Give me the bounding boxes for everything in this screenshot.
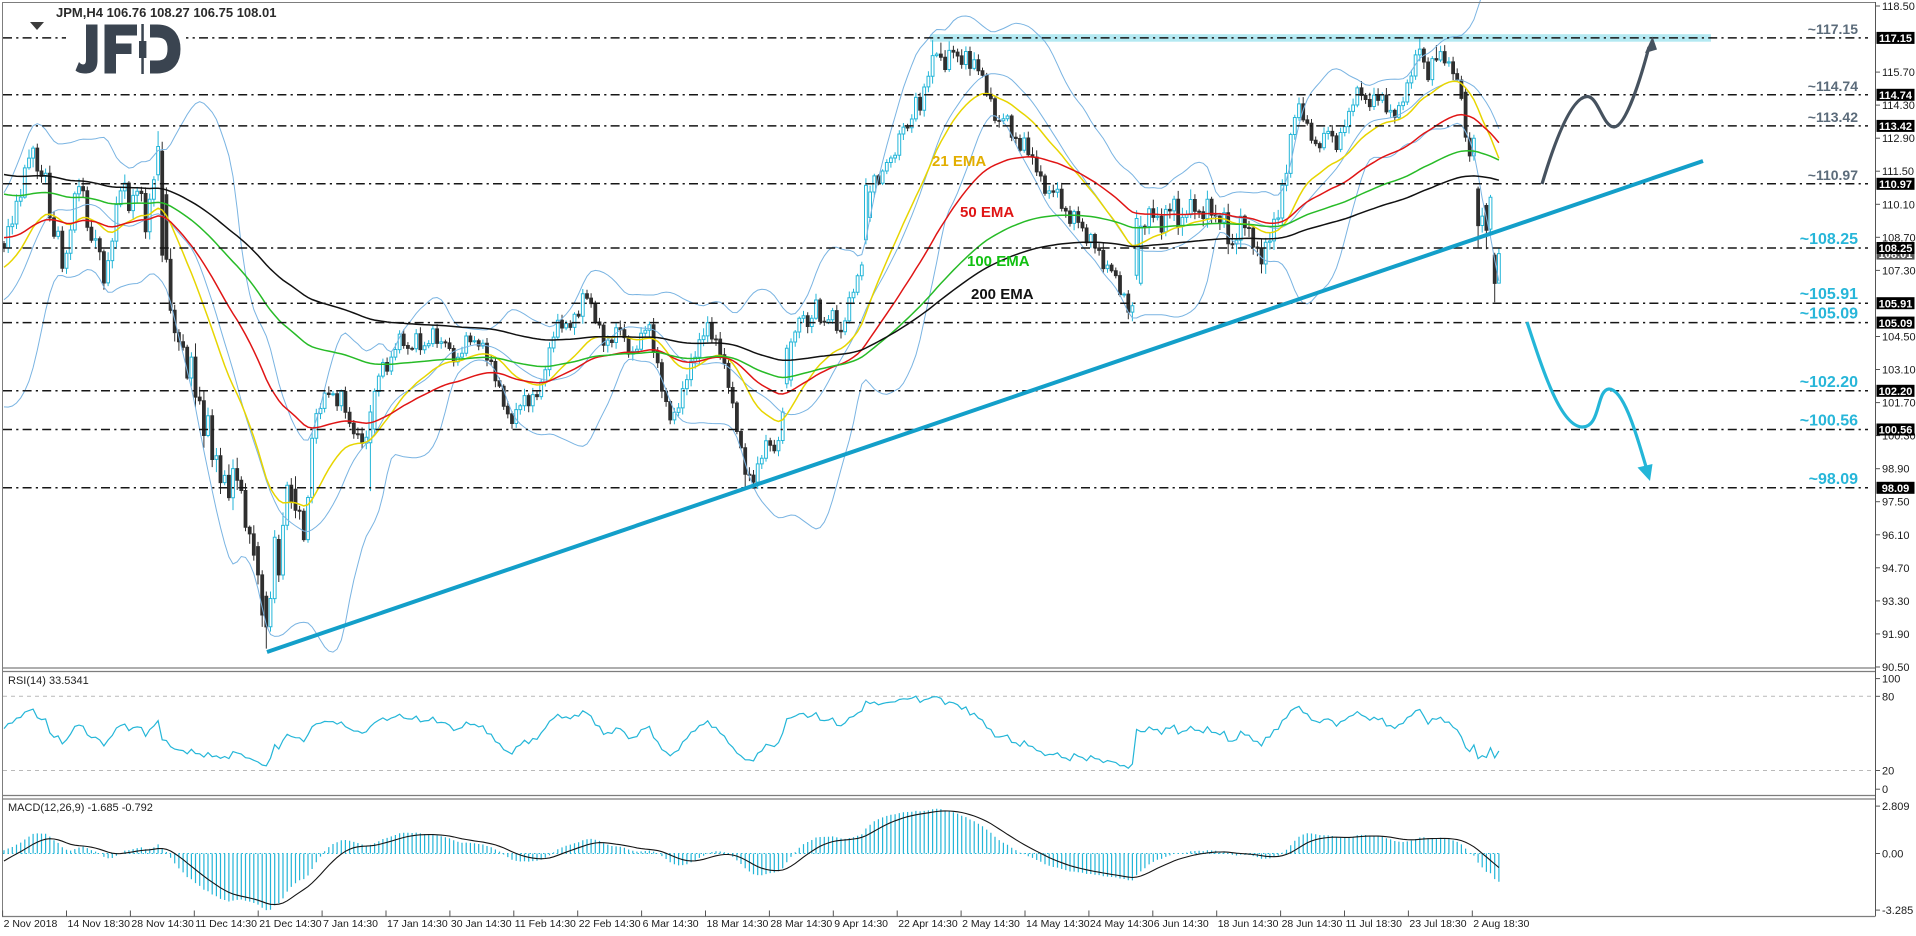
svg-text:100 EMA: 100 EMA <box>967 253 1030 270</box>
svg-text:118.50: 118.50 <box>1882 1 1915 13</box>
svg-text:21 Dec 14:30: 21 Dec 14:30 <box>259 918 322 930</box>
svg-text:93.30: 93.30 <box>1882 596 1910 608</box>
svg-text:80: 80 <box>1882 691 1894 703</box>
svg-text:110.10: 110.10 <box>1882 199 1915 211</box>
svg-text:114.30: 114.30 <box>1882 100 1915 112</box>
svg-text:~108.25: ~108.25 <box>1800 231 1858 248</box>
svg-text:~105.91: ~105.91 <box>1800 286 1858 303</box>
svg-text:2 May 14:30: 2 May 14:30 <box>962 918 1020 930</box>
svg-text:100.56: 100.56 <box>1879 425 1913 437</box>
svg-text:~98.09: ~98.09 <box>1809 471 1858 488</box>
svg-text:22 Apr 14:30: 22 Apr 14:30 <box>898 918 958 930</box>
svg-text:101.70: 101.70 <box>1882 398 1916 410</box>
svg-text:108.70: 108.70 <box>1882 232 1916 244</box>
svg-text:104.50: 104.50 <box>1882 332 1916 344</box>
svg-text:117.15: 117.15 <box>1879 33 1912 45</box>
svg-text:94.70: 94.70 <box>1882 563 1910 575</box>
svg-text:-3.285: -3.285 <box>1882 905 1913 917</box>
svg-text:102.20: 102.20 <box>1879 386 1913 398</box>
svg-text:18 Mar 14:30: 18 Mar 14:30 <box>707 918 769 930</box>
svg-text:~102.20: ~102.20 <box>1800 374 1858 391</box>
svg-text:20: 20 <box>1882 766 1894 778</box>
svg-text:~113.42: ~113.42 <box>1808 109 1858 125</box>
svg-text:JPM,H4 106.76 108.27 106.75 1: JPM,H4 106.76 108.27 106.75 108.01 <box>56 5 276 20</box>
svg-text:MACD(12,26,9) -1.685 -0.792: MACD(12,26,9) -1.685 -0.792 <box>8 802 153 814</box>
svg-text:98.90: 98.90 <box>1882 464 1910 476</box>
svg-text:18 Jun 14:30: 18 Jun 14:30 <box>1218 918 1279 930</box>
svg-text:~117.15: ~117.15 <box>1808 21 1858 37</box>
svg-text:115.70: 115.70 <box>1882 67 1915 79</box>
svg-text:14 May 14:30: 14 May 14:30 <box>1026 918 1090 930</box>
svg-text:28 Nov 14:30: 28 Nov 14:30 <box>131 918 194 930</box>
svg-text:11 Dec 14:30: 11 Dec 14:30 <box>195 918 257 930</box>
svg-text:0: 0 <box>1882 784 1888 796</box>
svg-text:103.10: 103.10 <box>1882 365 1916 377</box>
svg-text:2.809: 2.809 <box>1882 801 1910 813</box>
svg-text:23 Jul 18:30: 23 Jul 18:30 <box>1409 918 1466 930</box>
svg-text:105.09: 105.09 <box>1879 318 1913 330</box>
svg-text:21 EMA: 21 EMA <box>932 153 986 170</box>
svg-text:100: 100 <box>1882 674 1900 686</box>
svg-text:110.97: 110.97 <box>1879 179 1912 191</box>
svg-text:98.09: 98.09 <box>1882 483 1910 495</box>
svg-text:96.10: 96.10 <box>1882 530 1910 542</box>
svg-text:28 Mar 14:30: 28 Mar 14:30 <box>770 918 832 930</box>
svg-text:107.30: 107.30 <box>1882 265 1916 277</box>
svg-text:97.50: 97.50 <box>1882 497 1910 509</box>
svg-text:2 Nov 2018: 2 Nov 2018 <box>4 918 58 930</box>
svg-text:11 Jul 18:30: 11 Jul 18:30 <box>1346 918 1403 930</box>
svg-text:24 May 14:30: 24 May 14:30 <box>1090 918 1154 930</box>
svg-text:91.90: 91.90 <box>1882 629 1910 641</box>
svg-text:30 Jan 14:30: 30 Jan 14:30 <box>451 918 512 930</box>
svg-text:14 Nov 18:30: 14 Nov 18:30 <box>68 918 131 930</box>
svg-text:6 Jun 14:30: 6 Jun 14:30 <box>1154 918 1209 930</box>
svg-text:~114.74: ~114.74 <box>1808 78 1858 94</box>
svg-text:7 Jan 14:30: 7 Jan 14:30 <box>323 918 378 930</box>
svg-text:105.91: 105.91 <box>1879 298 1913 310</box>
svg-text:28 Jun 14:30: 28 Jun 14:30 <box>1282 918 1343 930</box>
svg-text:11 Feb 14:30: 11 Feb 14:30 <box>515 918 576 930</box>
svg-text:108.25: 108.25 <box>1879 243 1913 255</box>
svg-text:9 Apr 14:30: 9 Apr 14:30 <box>834 918 888 930</box>
svg-text:17 Jan 14:30: 17 Jan 14:30 <box>387 918 448 930</box>
svg-text:6 Mar 14:30: 6 Mar 14:30 <box>643 918 699 930</box>
svg-text:111.50: 111.50 <box>1882 166 1914 178</box>
svg-text:200 EMA: 200 EMA <box>971 286 1034 303</box>
svg-text:RSI(14) 33.5341: RSI(14) 33.5341 <box>8 675 89 687</box>
svg-text:114.74: 114.74 <box>1879 90 1913 102</box>
svg-text:50 EMA: 50 EMA <box>960 204 1014 221</box>
svg-text:~110.97: ~110.97 <box>1808 167 1858 183</box>
svg-text:2 Aug 18:30: 2 Aug 18:30 <box>1473 918 1529 930</box>
svg-text:90.50: 90.50 <box>1882 662 1910 674</box>
svg-text:112.90: 112.90 <box>1882 133 1915 145</box>
svg-text:113.42: 113.42 <box>1879 121 1912 133</box>
svg-text:~100.56: ~100.56 <box>1800 413 1858 430</box>
svg-text:~105.09: ~105.09 <box>1800 306 1858 323</box>
svg-text:0.00: 0.00 <box>1882 849 1903 861</box>
svg-text:22 Feb 14:30: 22 Feb 14:30 <box>579 918 641 930</box>
